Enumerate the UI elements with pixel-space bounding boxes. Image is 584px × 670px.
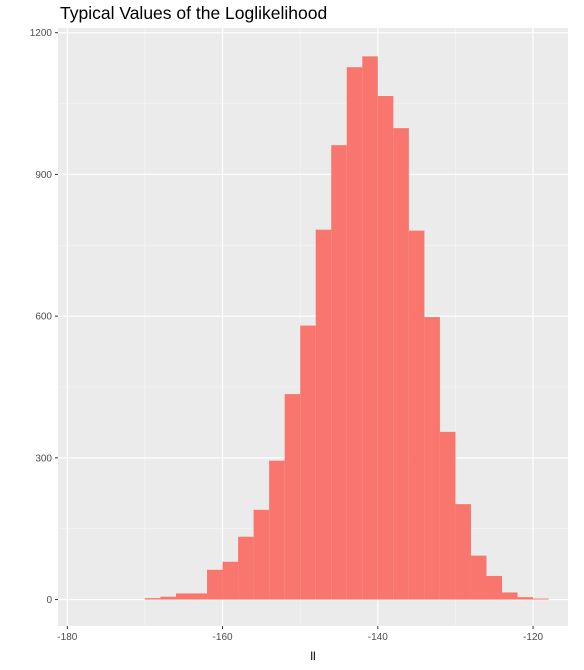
histogram-bar (533, 598, 549, 600)
histogram-bar (502, 592, 518, 600)
y-tick-label: 600 (35, 312, 52, 323)
histogram-bar (439, 431, 456, 600)
histogram-bar (517, 597, 534, 600)
x-tick-label: -120 (523, 632, 543, 643)
y-tick-label: 1200 (30, 28, 53, 39)
histogram-bar (315, 229, 332, 600)
histogram-bar (269, 460, 285, 600)
histogram-bar (346, 67, 363, 600)
histogram-bar (455, 504, 471, 600)
histogram-bar (486, 575, 503, 600)
histogram-bar (362, 56, 378, 600)
histogram-bar (408, 230, 425, 600)
histogram-bar (191, 593, 208, 600)
histogram-bar (160, 596, 176, 600)
histogram-bar (222, 561, 239, 600)
histogram-bar (238, 536, 254, 600)
histogram-bar (393, 128, 409, 600)
y-tick-label: 0 (46, 595, 52, 606)
histogram-bar (424, 317, 440, 600)
x-axis: -180 -160 -140 -120 (57, 626, 544, 643)
histogram-bar (331, 145, 347, 600)
y-axis: 0 300 600 900 1200 (30, 28, 58, 606)
histogram-bars (144, 56, 549, 600)
histogram-bar (284, 394, 301, 600)
y-tick-label: 900 (35, 170, 52, 181)
histogram-bar (144, 598, 161, 600)
chart-title: Typical Values of the Loglikelihood (60, 3, 328, 23)
histogram-bar (300, 325, 316, 600)
y-tick-label: 300 (35, 453, 52, 464)
histogram-bar (470, 555, 487, 600)
x-tick-label: -160 (213, 632, 233, 643)
histogram-bar (377, 96, 394, 600)
histogram-bar (175, 593, 192, 600)
x-axis-title: ll (310, 649, 315, 663)
histogram-bar (253, 509, 270, 600)
x-tick-label: -180 (57, 632, 77, 643)
x-tick-label: -140 (368, 632, 388, 643)
histogram-bar (207, 569, 223, 600)
